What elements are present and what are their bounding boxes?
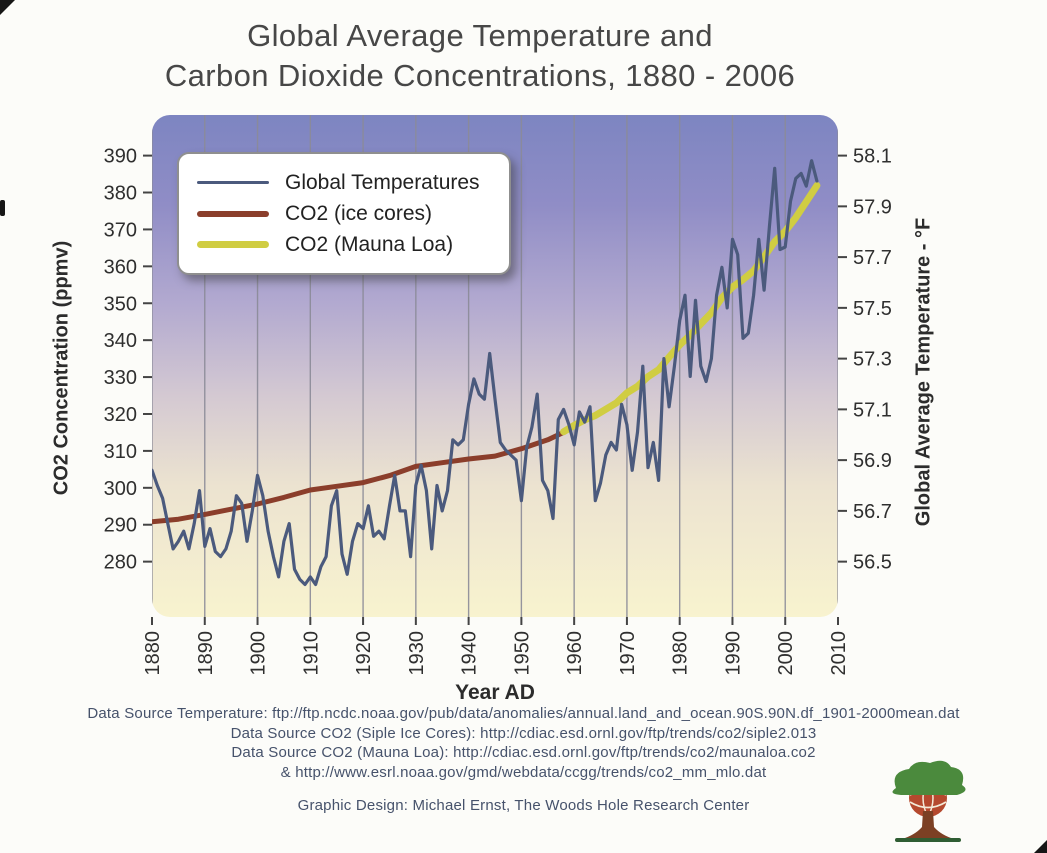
svg-text:1950: 1950 [511,631,533,676]
x-axis-title: Year AD [455,681,535,704]
svg-text:1990: 1990 [722,631,744,676]
svg-text:2010: 2010 [828,631,850,676]
svg-text:340: 340 [104,330,137,352]
left-axis-title: CO2 Concentration (ppmv) [50,240,73,496]
chart-title: Global Average Temperature and Carbon Di… [0,16,960,96]
legend-item-co2-ice-cores: CO2 (ice cores) [197,198,509,229]
data-source-notes: Data Source Temperature: ftp://ftp.ncdc.… [0,704,1047,816]
legend-item-co2-mauna-loa: CO2 (Mauna Loa) [197,229,509,260]
svg-text:1900: 1900 [248,631,270,676]
svg-text:330: 330 [104,367,137,389]
svg-text:1970: 1970 [617,631,639,676]
svg-text:57.5: 57.5 [853,298,892,320]
svg-text:350: 350 [104,293,137,315]
svg-text:1930: 1930 [406,631,428,676]
scan-artifact-edge [0,200,5,216]
source-line-temperature: Data Source Temperature: ftp://ftp.ncdc.… [87,705,960,722]
logo-canopy [892,760,966,795]
chart-title-line2: Carbon Dioxide Concentrations, 1880 - 20… [164,58,796,93]
source-line-co2-mauna: Data Source CO2 (Mauna Loa): http://cdia… [231,744,816,761]
svg-text:57.1: 57.1 [853,399,892,421]
svg-text:1880: 1880 [142,631,164,676]
svg-text:370: 370 [104,219,137,241]
svg-text:56.7: 56.7 [853,501,892,523]
legend: Global Temperatures CO2 (ice cores) CO2 … [177,152,511,275]
chart-title-line1: Global Average Temperature and [247,18,713,53]
series-lines [152,159,821,587]
legend-label-co2-mauna-loa: CO2 (Mauna Loa) [285,232,454,256]
svg-text:320: 320 [104,404,137,426]
right-axis-title: Global Average Temperature - °F [912,217,935,527]
legend-label-co2-ice-cores: CO2 (ice cores) [285,201,433,225]
legend-label-global-temperatures: Global Temperatures [285,170,480,194]
legend-item-global-temperatures: Global Temperatures [197,167,509,198]
source-line-co2-esrl: & http://www.esrl.noaa.gov/gmd/webdata/c… [280,763,767,781]
co2-ice-line-swatch [197,210,269,217]
svg-text:1920: 1920 [353,631,375,676]
source-line-co2-siple: Data Source CO2 (Siple Ice Cores): http:… [230,724,817,742]
svg-text:58.1: 58.1 [853,146,892,168]
svg-text:280: 280 [104,552,137,574]
svg-text:1940: 1940 [459,631,481,676]
svg-text:360: 360 [104,256,137,278]
svg-text:2000: 2000 [775,631,797,676]
svg-text:300: 300 [104,478,137,500]
logo-globe-latitude [909,801,947,809]
co2-mauna-line-swatch [197,241,269,248]
svg-text:1890: 1890 [195,631,217,676]
svg-text:1980: 1980 [670,631,692,676]
left-axis-ticks: 390 380 370 360 350 340 330 320 310 300 290 280 [104,146,152,574]
temperature-line-swatch [197,181,269,184]
temperature-line [152,159,819,587]
svg-text:56.5: 56.5 [853,552,892,574]
co2-mauna-line [560,182,821,436]
svg-text:310: 310 [104,441,137,463]
right-axis-ticks: 58.1 57.9 57.7 57.5 57.3 57.1 56.9 56.7 56.5 [838,146,892,574]
svg-text:56.9: 56.9 [853,450,892,472]
co2-ice-line [152,429,567,525]
svg-text:1960: 1960 [564,631,586,676]
svg-text:57.7: 57.7 [853,247,892,269]
svg-text:290: 290 [104,515,137,537]
svg-text:380: 380 [104,183,137,205]
x-axis-ticks: 1880 1890 1900 1910 1920 1930 1940 1950 1960 1970… [142,617,850,676]
logo-trunk [902,811,954,839]
svg-text:57.3: 57.3 [853,349,892,371]
svg-text:1910: 1910 [300,631,322,676]
logo-ground [895,838,961,842]
svg-text:390: 390 [104,146,137,168]
woods-hole-tree-logo [892,760,966,842]
credit-line: Graphic Design: Michael Ernst, The Woods… [297,797,750,814]
svg-text:57.9: 57.9 [853,196,892,218]
